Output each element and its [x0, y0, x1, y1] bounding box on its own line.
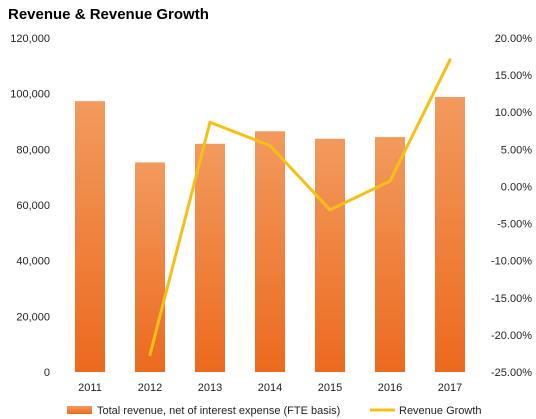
x-tick-label: 2012 — [138, 382, 162, 394]
right-tick-label: -25.00% — [491, 367, 532, 379]
right-tick-label: 15.00% — [495, 70, 533, 82]
x-tick-label: 2013 — [198, 382, 222, 394]
x-axis-ticks: 2011 2012 2013 2014 2015 2016 2017 — [78, 382, 462, 394]
left-tick-label: 0 — [44, 367, 50, 379]
bars-layer — [75, 97, 465, 373]
right-tick-label: -15.00% — [491, 293, 532, 305]
left-tick-label: 60,000 — [16, 200, 50, 212]
revenue-bar-2013 — [195, 143, 225, 372]
left-tick-label: 40,000 — [16, 256, 50, 268]
left-tick-label: 120,000 — [10, 33, 50, 45]
left-tick-label: 20,000 — [16, 311, 50, 323]
chart-title: Revenue & Revenue Growth — [8, 6, 209, 23]
revenue-bar-2015 — [315, 138, 345, 372]
x-tick-label: 2014 — [258, 382, 282, 394]
left-tick-label: 80,000 — [16, 144, 50, 156]
x-tick-label: 2015 — [318, 382, 342, 394]
right-tick-label: -10.00% — [491, 256, 532, 268]
revenue-bar-2011 — [75, 101, 105, 372]
right-tick-label: 5.00% — [501, 144, 532, 156]
revenue-bar-2016 — [375, 137, 405, 372]
revenue-growth-line — [148, 58, 452, 357]
legend: Total revenue, net of interest expense (… — [67, 405, 482, 417]
right-tick-label: 20.00% — [495, 33, 533, 45]
right-tick-label: -5.00% — [497, 219, 532, 231]
growth-line-layer — [148, 58, 452, 357]
right-tick-label: 10.00% — [495, 107, 533, 119]
legend-bar-swatch — [67, 406, 92, 414]
left-axis-ticks: 0 20,000 40,000 60,000 80,000 100,000 120,000 — [10, 33, 50, 379]
right-tick-label: -20.00% — [491, 330, 532, 342]
legend-bar-label: Total revenue, net of interest expense (… — [97, 405, 340, 417]
right-tick-label: 0.00% — [501, 181, 532, 193]
revenue-bar-2012 — [135, 162, 165, 372]
left-tick-label: 100,000 — [10, 89, 50, 101]
x-tick-label: 2016 — [378, 382, 402, 394]
x-tick-label: 2017 — [438, 382, 462, 394]
revenue-bar-2014 — [255, 131, 285, 372]
legend-line-label: Revenue Growth — [399, 405, 482, 417]
revenue-bar-2017 — [435, 97, 465, 373]
right-axis-ticks: -25.00% -20.00% -15.00% -10.00% -5.00% 0.00% 5… — [491, 33, 532, 379]
x-tick-label: 2011 — [78, 382, 102, 394]
